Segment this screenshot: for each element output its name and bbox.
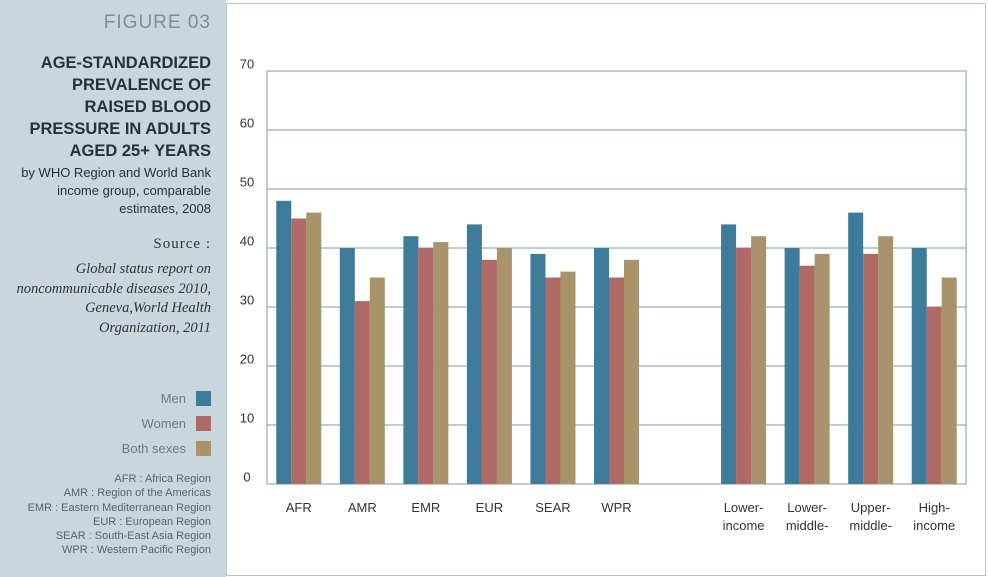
note: AFR : Africa Region	[114, 473, 211, 485]
legend-item: Men	[122, 386, 211, 411]
y-tick-label: 60	[240, 115, 254, 130]
bar	[403, 236, 419, 484]
bar	[291, 218, 307, 484]
legend: Men Women Both sexes	[122, 386, 211, 461]
bar	[799, 265, 815, 484]
y-tick-label: 0	[243, 469, 250, 484]
y-tick-label: 40	[240, 233, 254, 248]
legend-label: Both sexes	[121, 441, 186, 456]
bar	[926, 307, 942, 484]
x-tick-label: WPR	[601, 500, 632, 515]
source-label: Source :	[153, 236, 211, 252]
bar	[736, 248, 752, 484]
notes: AFR : Africa Region AMR : Region of the A…	[28, 472, 211, 558]
legend-swatch	[196, 416, 211, 431]
note: SEAR : South-East Asia Region	[55, 530, 211, 543]
source: Global status report on noncommunicable …	[16, 261, 211, 336]
y-tick-label: 20	[240, 351, 254, 366]
note: EMR : Eastern Mediterranean Region	[27, 501, 211, 514]
x-tick-label: EMR	[411, 500, 441, 515]
y-tick-label: 50	[240, 174, 254, 189]
bar	[481, 259, 497, 484]
legend-item: Women	[122, 411, 211, 436]
figure-label: FIGURE 03	[103, 12, 211, 33]
bar	[339, 248, 355, 484]
legend-swatch	[196, 441, 211, 456]
bar	[609, 277, 624, 484]
x-tick-label: EUR	[475, 500, 504, 515]
legend-label: Women	[141, 416, 186, 431]
bar	[941, 277, 957, 484]
bar	[863, 253, 879, 484]
note: WPR : Western Pacific Region	[62, 544, 211, 557]
bar	[560, 271, 576, 484]
bar	[369, 277, 385, 484]
bar	[433, 242, 449, 484]
x-tick-label: High-income	[913, 500, 956, 533]
bar	[545, 277, 561, 484]
y-tick-label: 10	[240, 410, 254, 425]
x-tick-label: AMR	[347, 500, 377, 515]
bar	[530, 253, 546, 484]
legend-label: Men	[160, 391, 186, 406]
bar	[306, 212, 322, 484]
sidebar: FIGURE 03 AGE-STANDARDIZED PREVALENCE OF…	[0, 0, 226, 577]
chart-area: 0 10 20 30 40 50 60 70 AFR AMR EMR EUR SEAR WPR Lower…	[226, 3, 986, 576]
chart: 0 10 20 30 40 50 60 70	[240, 56, 967, 485]
y-tick-label: 70	[240, 56, 254, 71]
bar	[878, 236, 894, 484]
note: AMR : Region of the Americas	[63, 487, 211, 500]
subtitle: by WHO Region and World Bank income grou…	[21, 165, 211, 216]
bar	[721, 224, 737, 484]
note: EUR : European Region	[92, 515, 211, 528]
bar	[848, 212, 864, 484]
x-tick-label: Lower-middle-	[785, 500, 829, 533]
bar	[784, 248, 800, 484]
bar	[814, 253, 830, 484]
x-tick-label: Upper-middle-	[849, 500, 892, 533]
bar	[276, 200, 292, 485]
bar	[466, 224, 482, 484]
chart-title: AGE-STANDARDIZED PREVALENCE OF RAISED BL…	[29, 54, 211, 160]
bar	[594, 248, 609, 484]
x-tick-label: Lower-income	[722, 500, 765, 533]
bar	[911, 248, 927, 484]
legend-item: Both sexes	[122, 436, 211, 461]
y-tick-label: 30	[240, 292, 254, 307]
legend-swatch	[196, 391, 211, 406]
bar	[354, 301, 370, 484]
bar	[496, 248, 512, 484]
bar	[751, 236, 767, 484]
x-tick-label: AFR	[285, 500, 312, 515]
bar	[624, 259, 639, 484]
bar	[418, 248, 434, 484]
x-tick-label: SEAR	[535, 500, 571, 515]
